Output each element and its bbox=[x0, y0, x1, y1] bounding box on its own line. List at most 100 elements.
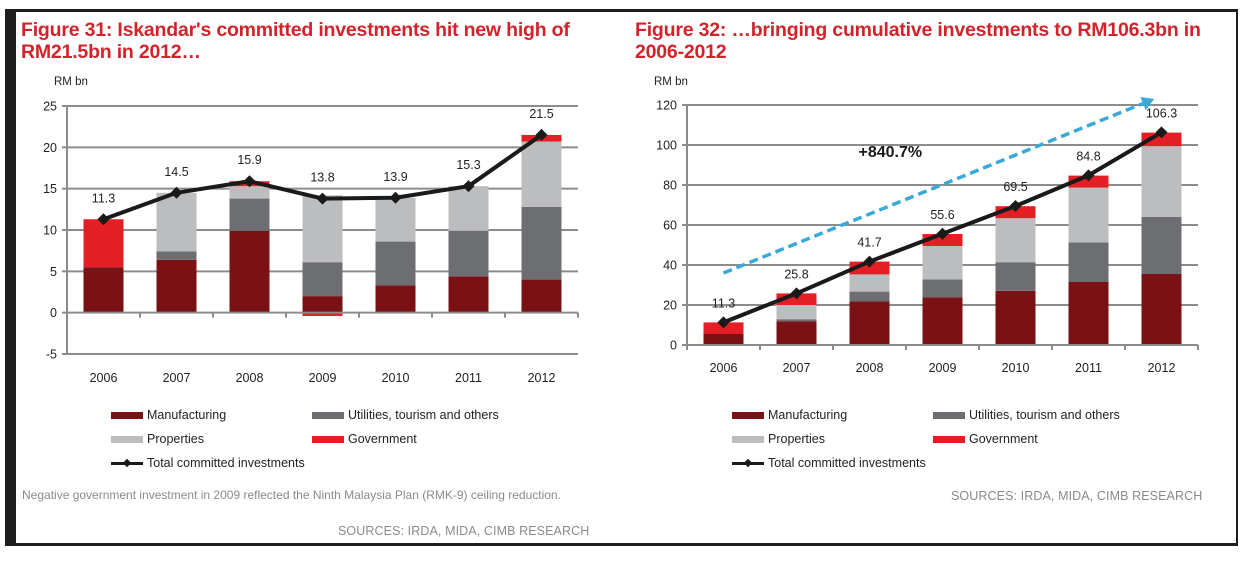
total-marker bbox=[863, 255, 876, 268]
x-tick-label: 2006 bbox=[90, 371, 118, 385]
bar-segment-manufacturing bbox=[776, 321, 817, 345]
y-tick-label: 25 bbox=[43, 100, 57, 114]
total-data-label: 14.5 bbox=[164, 165, 188, 179]
bar-segment-government bbox=[302, 312, 343, 316]
bar-segment-properties bbox=[1068, 187, 1109, 243]
legend-item-total: Total committed investments bbox=[732, 456, 926, 470]
bar-segment-manufacturing bbox=[703, 334, 744, 345]
total-data-label: 41.7 bbox=[857, 236, 881, 250]
legend-label: Total committed investments bbox=[147, 456, 305, 470]
figure-31-note: Negative government investment in 2009 r… bbox=[22, 488, 561, 502]
x-tick-label: 2011 bbox=[455, 371, 482, 385]
legend-label: Government bbox=[969, 432, 1038, 446]
x-tick-label: 2010 bbox=[1002, 361, 1030, 375]
legend-item-utilities: Utilities, tourism and others bbox=[312, 408, 499, 422]
x-tick-label: 2006 bbox=[710, 361, 738, 375]
x-tick-label: 2008 bbox=[236, 371, 264, 385]
legend-swatch-utilities bbox=[933, 411, 965, 419]
total-data-label: 21.5 bbox=[529, 107, 553, 121]
bar-segment-manufacturing bbox=[83, 267, 124, 313]
figure-31-y-unit: RM bn bbox=[54, 76, 88, 88]
bar-segment-properties bbox=[776, 305, 817, 320]
bar-segment-utilities bbox=[1068, 242, 1109, 282]
x-tick-label: 2007 bbox=[163, 371, 191, 385]
total-data-label: 69.5 bbox=[1003, 180, 1027, 194]
bar-segment-manufacturing bbox=[1141, 274, 1182, 345]
total-marker bbox=[717, 316, 730, 329]
bar-segment-utilities bbox=[995, 262, 1036, 291]
legend-item-utilities: Utilities, tourism and others bbox=[933, 408, 1120, 422]
total-marker bbox=[1082, 169, 1095, 182]
legend-item-government: Government bbox=[312, 432, 417, 446]
total-marker bbox=[790, 287, 803, 300]
bar-segment-utilities bbox=[776, 319, 817, 322]
total-data-label: 13.8 bbox=[310, 171, 334, 185]
bar-segment-utilities bbox=[156, 251, 197, 260]
figure-frame bbox=[5, 9, 1238, 546]
total-marker bbox=[389, 191, 402, 204]
x-tick-label: 2009 bbox=[929, 361, 957, 375]
growth-annotation-label: +840.7% bbox=[859, 144, 923, 161]
y-tick-label: 15 bbox=[43, 182, 57, 196]
bar-segment-utilities bbox=[448, 230, 489, 277]
y-tick-label: 100 bbox=[656, 139, 677, 153]
legend-swatch-properties bbox=[732, 435, 764, 443]
bar-segment-utilities bbox=[849, 291, 890, 302]
y-tick-label: 120 bbox=[656, 99, 677, 113]
legend-label: Government bbox=[348, 432, 417, 446]
total-marker bbox=[243, 175, 256, 188]
bar-segment-properties bbox=[375, 197, 416, 242]
legend-item-manufacturing: Manufacturing bbox=[732, 408, 847, 422]
bar-segment-government bbox=[83, 219, 124, 268]
bar-segment-manufacturing bbox=[302, 296, 343, 313]
growth-arrow-line bbox=[722, 101, 1144, 275]
legend-item-total: Total committed investments bbox=[111, 456, 305, 470]
total-marker bbox=[97, 213, 110, 226]
legend-line-total bbox=[732, 459, 764, 468]
y-tick-label: 40 bbox=[663, 259, 677, 273]
bar-segment-manufacturing bbox=[849, 301, 890, 345]
total-data-label: 11.3 bbox=[712, 296, 735, 310]
bar-segment-manufacturing bbox=[375, 285, 416, 313]
x-tick-label: 2007 bbox=[783, 361, 811, 375]
total-marker bbox=[936, 227, 949, 240]
figure-31-source: SOURCES: IRDA, MIDA, CIMB RESEARCH bbox=[338, 524, 590, 538]
total-data-label: 15.3 bbox=[456, 158, 480, 172]
legend-swatch-government bbox=[933, 435, 965, 443]
bar-segment-properties bbox=[521, 141, 562, 207]
total-data-label: 84.8 bbox=[1076, 149, 1100, 163]
figure-32-title: Figure 32: …bringing cumulative investme… bbox=[635, 19, 1201, 63]
figure-31-title: Figure 31: Iskandar's committed investme… bbox=[21, 19, 570, 63]
bar-segment-properties bbox=[229, 186, 270, 199]
legend-item-government: Government bbox=[933, 432, 1038, 446]
y-tick-label: 60 bbox=[663, 219, 677, 233]
x-tick-label: 2011 bbox=[1075, 361, 1102, 375]
legend-item-manufacturing: Manufacturing bbox=[111, 408, 226, 422]
y-tick-label: 5 bbox=[50, 265, 57, 279]
legend-swatch-utilities bbox=[312, 411, 344, 419]
y-tick-label: -5 bbox=[46, 348, 57, 362]
total-data-label: 106.3 bbox=[1146, 106, 1177, 120]
legend-line-total bbox=[111, 459, 143, 468]
total-data-label: 11.3 bbox=[92, 191, 115, 205]
growth-arrow-head bbox=[1140, 97, 1155, 110]
bar-segment-manufacturing bbox=[1068, 282, 1109, 345]
legend-item-properties: Properties bbox=[732, 432, 825, 446]
y-tick-label: 10 bbox=[43, 224, 57, 238]
legend-swatch-manufacturing bbox=[111, 411, 143, 419]
bar-segment-manufacturing bbox=[521, 279, 562, 313]
total-data-label: 13.9 bbox=[383, 170, 407, 184]
legend-label: Utilities, tourism and others bbox=[348, 408, 499, 422]
total-marker bbox=[1155, 126, 1168, 139]
legend-item-properties: Properties bbox=[111, 432, 204, 446]
bar-segment-utilities bbox=[375, 241, 416, 286]
bar-segment-properties bbox=[156, 192, 197, 252]
chart-figure-31: 25 20 15 10 5 0 -5 2006 2007 2008 2009 2010 2011 2012… bbox=[43, 100, 579, 385]
x-tick-label: 2008 bbox=[856, 361, 884, 375]
bar-segment-properties bbox=[302, 195, 343, 263]
total-marker bbox=[170, 186, 183, 199]
chart-figure-32: 120 100 80 60 40 20 0 2006 2007 2008 2009 2010 2011 2… bbox=[656, 97, 1199, 375]
bar-segment-manufacturing bbox=[229, 230, 270, 313]
legend-label: Properties bbox=[147, 432, 204, 446]
bar-segment-utilities bbox=[302, 262, 343, 297]
